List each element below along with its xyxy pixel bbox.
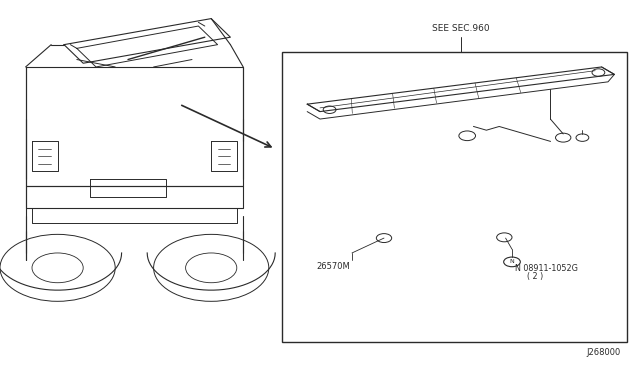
Text: 26570M: 26570M [317,262,351,271]
FancyBboxPatch shape [282,52,627,342]
Text: ( 2 ): ( 2 ) [527,272,543,280]
Text: N 08911-1052G: N 08911-1052G [515,264,577,273]
Text: J268000: J268000 [586,348,621,357]
Text: SEE SEC.960: SEE SEC.960 [432,25,490,33]
Text: N: N [509,259,515,264]
